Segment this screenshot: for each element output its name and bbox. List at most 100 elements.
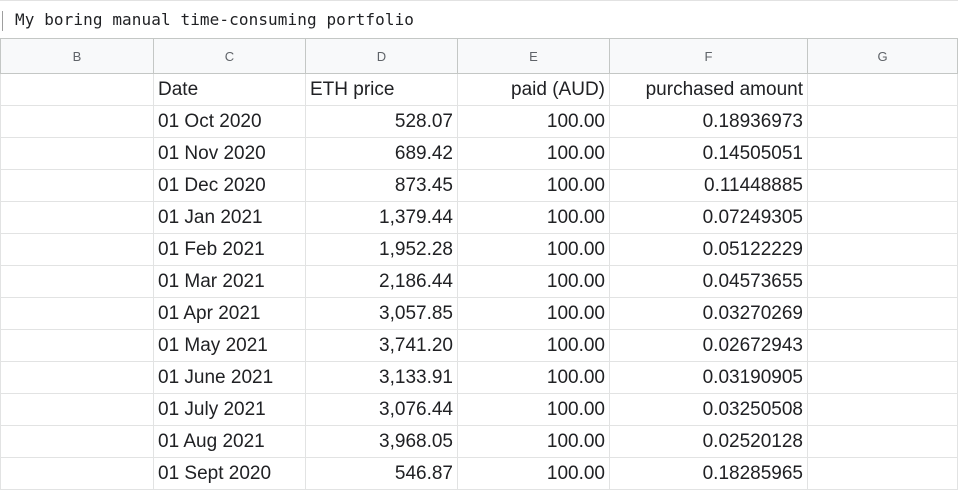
cell-g[interactable]	[808, 234, 958, 266]
cell-b[interactable]	[0, 426, 154, 458]
purchased-cell[interactable]: 0.18285965	[610, 458, 808, 490]
cell-b[interactable]	[0, 458, 154, 490]
table-row: 01 Oct 2020 528.07 100.00 0.18936973	[0, 106, 958, 138]
eth-price-cell[interactable]: 1,952.28	[306, 234, 458, 266]
cell-g[interactable]	[808, 266, 958, 298]
table-row: 01 Aug 2021 3,968.05 100.00 0.02520128	[0, 426, 958, 458]
paid-cell[interactable]: 100.00	[458, 266, 610, 298]
purchased-cell[interactable]: 0.04573655	[610, 266, 808, 298]
table-row: 01 June 2021 3,133.91 100.00 0.03190905	[0, 362, 958, 394]
paid-cell[interactable]: 100.00	[458, 458, 610, 490]
eth-price-cell[interactable]: 3,968.05	[306, 426, 458, 458]
eth-price-cell[interactable]: 3,057.85	[306, 298, 458, 330]
paid-header-cell[interactable]: paid (AUD)	[458, 74, 610, 106]
purchased-cell[interactable]: 0.03190905	[610, 362, 808, 394]
eth-price-cell[interactable]: 689.42	[306, 138, 458, 170]
cell-b[interactable]	[0, 394, 154, 426]
cell-g[interactable]	[808, 202, 958, 234]
cell-b[interactable]	[0, 298, 154, 330]
date-cell[interactable]: 01 Oct 2020	[154, 106, 306, 138]
purchased-cell[interactable]: 0.02672943	[610, 330, 808, 362]
paid-cell[interactable]: 100.00	[458, 362, 610, 394]
column-header-c[interactable]: C	[154, 38, 306, 74]
eth-price-cell[interactable]: 3,133.91	[306, 362, 458, 394]
formula-bar-divider	[2, 11, 3, 31]
table-row: 01 Jan 2021 1,379.44 100.00 0.07249305	[0, 202, 958, 234]
cell-g[interactable]	[808, 106, 958, 138]
paid-cell[interactable]: 100.00	[458, 426, 610, 458]
eth-price-cell[interactable]: 3,076.44	[306, 394, 458, 426]
purchased-cell[interactable]: 0.11448885	[610, 170, 808, 202]
eth-price-cell[interactable]: 546.87	[306, 458, 458, 490]
paid-cell[interactable]: 100.00	[458, 170, 610, 202]
cell-b[interactable]	[0, 74, 154, 106]
table-row: 01 Apr 2021 3,057.85 100.00 0.03270269	[0, 298, 958, 330]
column-header-f[interactable]: F	[610, 38, 808, 74]
cell-b[interactable]	[0, 330, 154, 362]
purchased-cell[interactable]: 0.18936973	[610, 106, 808, 138]
paid-cell[interactable]: 100.00	[458, 394, 610, 426]
paid-cell[interactable]: 100.00	[458, 138, 610, 170]
purchased-cell[interactable]: 0.02520128	[610, 426, 808, 458]
cell-b[interactable]	[0, 138, 154, 170]
formula-bar[interactable]: My boring manual time-consuming portfoli…	[0, 0, 958, 38]
cell-b[interactable]	[0, 362, 154, 394]
cell-g[interactable]	[808, 138, 958, 170]
table-row: 01 Mar 2021 2,186.44 100.00 0.04573655	[0, 266, 958, 298]
cell-g[interactable]	[808, 298, 958, 330]
paid-cell[interactable]: 100.00	[458, 298, 610, 330]
purchased-cell[interactable]: 0.07249305	[610, 202, 808, 234]
date-cell[interactable]: 01 Apr 2021	[154, 298, 306, 330]
cell-g[interactable]	[808, 426, 958, 458]
cell-g[interactable]	[808, 330, 958, 362]
column-header-e[interactable]: E	[458, 38, 610, 74]
eth-price-cell[interactable]: 3,741.20	[306, 330, 458, 362]
eth-price-cell[interactable]: 2,186.44	[306, 266, 458, 298]
date-cell[interactable]: 01 Aug 2021	[154, 426, 306, 458]
column-header-g[interactable]: G	[808, 38, 958, 74]
cell-g[interactable]	[808, 394, 958, 426]
column-header-row: B C D E F G	[0, 38, 958, 74]
cell-g[interactable]	[808, 170, 958, 202]
cell-g[interactable]	[808, 74, 958, 106]
table-row: 01 May 2021 3,741.20 100.00 0.02672943	[0, 330, 958, 362]
cell-b[interactable]	[0, 266, 154, 298]
purchased-header-cell[interactable]: purchased amount	[610, 74, 808, 106]
cell-b[interactable]	[0, 106, 154, 138]
cell-g[interactable]	[808, 458, 958, 490]
paid-cell[interactable]: 100.00	[458, 106, 610, 138]
column-header-b[interactable]: B	[0, 38, 154, 74]
table-header-row: Date ETH price paid (AUD) purchased amount	[0, 74, 958, 106]
spreadsheet-grid: B C D E F G Date ETH price paid (AUD) purch…	[0, 38, 958, 490]
table-row: 01 Dec 2020 873.45 100.00 0.11448885	[0, 170, 958, 202]
date-cell[interactable]: 01 Nov 2020	[154, 138, 306, 170]
date-cell[interactable]: 01 July 2021	[154, 394, 306, 426]
purchased-cell[interactable]: 0.03250508	[610, 394, 808, 426]
date-cell[interactable]: 01 Jan 2021	[154, 202, 306, 234]
column-header-d[interactable]: D	[306, 38, 458, 74]
date-cell[interactable]: 01 May 2021	[154, 330, 306, 362]
date-cell[interactable]: 01 Mar 2021	[154, 266, 306, 298]
cell-b[interactable]	[0, 234, 154, 266]
table-row: 01 Sept 2020 546.87 100.00 0.18285965	[0, 458, 958, 490]
eth-price-cell[interactable]: 873.45	[306, 170, 458, 202]
formula-bar-content[interactable]: My boring manual time-consuming portfoli…	[15, 10, 415, 29]
eth-price-cell[interactable]: 528.07	[306, 106, 458, 138]
paid-cell[interactable]: 100.00	[458, 202, 610, 234]
paid-cell[interactable]: 100.00	[458, 330, 610, 362]
table-row: 01 Nov 2020 689.42 100.00 0.14505051	[0, 138, 958, 170]
eth-price-header-cell[interactable]: ETH price	[306, 74, 458, 106]
date-cell[interactable]: 01 Dec 2020	[154, 170, 306, 202]
cell-b[interactable]	[0, 170, 154, 202]
date-cell[interactable]: 01 Sept 2020	[154, 458, 306, 490]
purchased-cell[interactable]: 0.14505051	[610, 138, 808, 170]
eth-price-cell[interactable]: 1,379.44	[306, 202, 458, 234]
cell-b[interactable]	[0, 202, 154, 234]
purchased-cell[interactable]: 0.05122229	[610, 234, 808, 266]
date-header-cell[interactable]: Date	[154, 74, 306, 106]
paid-cell[interactable]: 100.00	[458, 234, 610, 266]
purchased-cell[interactable]: 0.03270269	[610, 298, 808, 330]
date-cell[interactable]: 01 June 2021	[154, 362, 306, 394]
date-cell[interactable]: 01 Feb 2021	[154, 234, 306, 266]
cell-g[interactable]	[808, 362, 958, 394]
